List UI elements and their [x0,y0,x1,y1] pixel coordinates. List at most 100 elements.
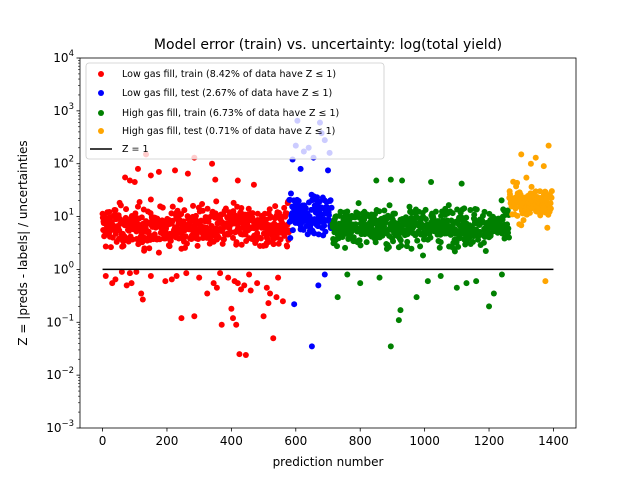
data-point [350,234,357,241]
data-point [155,249,162,256]
data-point [213,198,220,205]
y-tick-label: 104 [53,49,74,65]
data-point [467,207,474,214]
data-point [314,194,321,201]
data-point-outlier-low [210,280,217,287]
data-point-outlier-high [518,151,525,158]
data-point-outlier-low [225,274,232,281]
x-axis-label: prediction number [273,455,384,469]
data-point [281,204,288,211]
y-tick-label: 101 [53,208,74,224]
data-point [283,210,290,217]
data-point [151,231,158,238]
data-point [532,188,539,195]
data-point [437,239,444,246]
data-point-outlier-low [128,280,135,287]
data-point-outlier-high [373,177,380,184]
data-point-outlier-low [265,300,272,307]
data-point [390,238,397,245]
data-point-outlier-low [238,286,245,293]
data-point [376,208,383,215]
y-tick-label: 10−3 [46,419,74,435]
data-point [254,230,261,237]
data-point [528,183,535,190]
data-point [238,241,245,248]
data-point [344,208,351,215]
data-point [120,242,127,249]
data-point [182,233,189,240]
legend-entry-low-gas-test: Low gas fill, test (2.67% of data have Z… [122,88,332,99]
data-point [523,174,530,181]
data-point [102,243,109,250]
data-point [385,244,392,251]
legend-entry-high-gas-test: High gas fill, test (0.71% of data have … [122,126,335,137]
data-point [514,179,521,186]
data-point [159,204,166,211]
data-point [281,232,288,239]
data-point [117,202,124,209]
data-point [215,234,222,241]
data-point-outlier-low [424,278,431,285]
data-point [381,207,388,214]
legend-marker-low-gas-train [98,71,104,77]
data-point [455,243,462,250]
data-point-outlier-low [473,278,480,285]
data-point-outlier-high [126,177,133,184]
data-point [505,229,512,236]
data-point-outlier-low [218,321,225,328]
x-tick-label: 800 [349,434,372,448]
data-point [181,207,188,214]
data-point-outlier-low [178,315,185,322]
legend-marker-high-gas-train [98,110,104,116]
data-point [445,202,452,209]
data-point-outlier-low [263,284,270,291]
data-point-outlier-high [155,168,162,175]
data-point [123,206,130,213]
data-point [363,239,370,246]
data-point-outlier-low [376,274,383,281]
data-point [233,239,240,246]
data-point [266,206,273,213]
data-point [147,196,154,203]
y-tick-label: 100 [53,260,74,276]
data-point [277,236,284,243]
points-layer [99,117,555,359]
data-point-outlier-low [395,317,402,324]
data-point [404,238,411,245]
data-point-outlier-low [321,271,328,278]
data-point [342,244,349,251]
data-point-outlier-low [139,296,146,303]
data-point-outlier-high [184,170,191,177]
data-point-outlier-low [397,307,404,314]
data-point-outlier-low [196,274,203,281]
data-point [471,211,478,218]
data-point [112,207,119,214]
data-point-outlier-low [498,271,505,278]
data-point [106,209,113,216]
data-point-outlier-low [387,343,394,350]
series-1 [286,117,336,350]
data-point [397,237,404,244]
data-point [547,205,554,212]
data-point [548,194,555,201]
data-point [417,243,424,250]
data-point-outlier-high [212,176,219,183]
data-point-outlier-low [437,273,444,280]
data-point-outlier-low [291,301,298,308]
data-point [512,205,519,212]
y-axis-label: Z = |preds - labels| / uncertainties [16,140,30,345]
x-axis: 0 200 400 600 800 1000 1200 1400 [99,428,569,448]
data-point [156,236,163,243]
plot-area-frame [79,57,577,429]
data-point-outlier-low [453,284,460,291]
data-point-outlier-high [458,180,465,187]
data-point [391,210,398,217]
data-point-outlier-low [413,294,420,301]
data-point [422,216,429,223]
data-point-outlier-low [334,294,341,301]
data-point [449,210,456,217]
data-point [518,222,525,229]
x-tick-label: 600 [284,434,307,448]
data-point [506,234,513,241]
data-point-outlier-low [191,313,198,320]
